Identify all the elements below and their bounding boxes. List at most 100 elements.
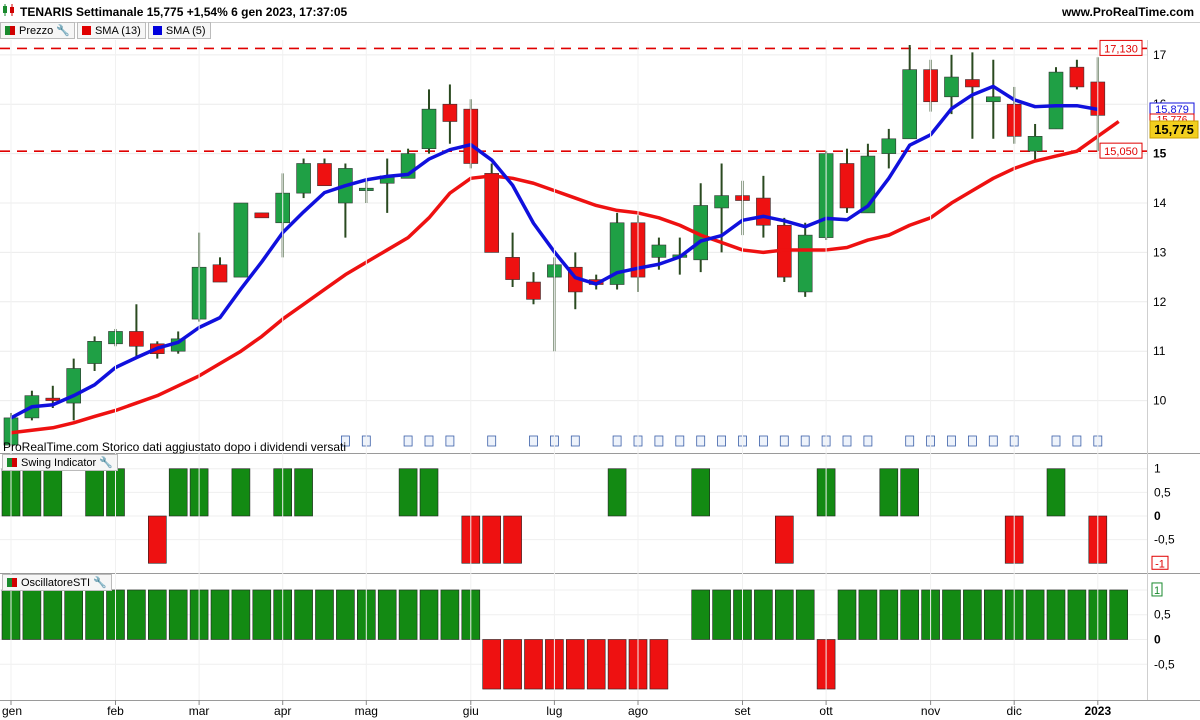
swing-bar (85, 468, 104, 517)
dividend-doc-icon (842, 435, 852, 447)
swing-bar (900, 468, 920, 517)
sti-bar (231, 589, 251, 640)
dividend-doc-icon (717, 435, 726, 447)
sti-bar (879, 589, 899, 640)
sti-bar (565, 639, 585, 690)
wrench-icon[interactable]: 🔧 (93, 577, 107, 589)
sti-bar (440, 589, 460, 640)
sti-bar (1046, 589, 1066, 640)
x-tick-label: mag (355, 704, 378, 718)
swing-bar (607, 468, 627, 517)
dividend-doc-icon (863, 435, 873, 447)
y-tick-label: 0 (1154, 509, 1161, 523)
dividend-doc-icon (675, 435, 685, 447)
sti-bar (774, 589, 794, 640)
candle-body (985, 96, 1001, 103)
dividend-doc-icon (696, 435, 706, 447)
x-tick-label: set (734, 704, 751, 718)
y-tick-label: 15 (1153, 147, 1167, 161)
level-tag (1099, 39, 1143, 56)
legend-price[interactable]: Prezzo 🔧 (0, 22, 75, 39)
sti-bar (315, 589, 334, 640)
sti-last-label: 1 (1154, 585, 1160, 597)
swing-bar (1046, 468, 1066, 517)
dividend-doc-icon (612, 435, 622, 447)
swing-bar (43, 468, 63, 517)
candle-body (421, 108, 437, 149)
x-tick-label: feb (107, 704, 124, 718)
sti-bar (419, 589, 439, 640)
dividend-note: ProRealTime.com Storico dati aggiustato … (3, 440, 347, 454)
swing-bar (482, 515, 502, 564)
candle-body (296, 163, 311, 194)
level-tag-label: 15,050 (1104, 146, 1138, 158)
y-tick-label: 0 (1154, 633, 1161, 647)
swing-swatch-down (12, 458, 17, 467)
sma13-line (10, 120, 1120, 435)
candle-body (317, 163, 332, 187)
y-tick-label: 0,5 (1154, 485, 1171, 499)
dividend-doc-icon (570, 435, 580, 447)
brand-link[interactable]: www.ProRealTime.com (1061, 5, 1194, 19)
dividend-doc-icon (759, 435, 768, 447)
swing-indicator-title: Swing Indicator (21, 456, 97, 469)
y-tick-label: 13 (1153, 245, 1167, 259)
candle-body (1069, 66, 1085, 88)
sti-bar (754, 589, 773, 640)
candle-body (254, 212, 270, 219)
swing-bar (503, 515, 522, 564)
sma5-swatch (152, 26, 162, 35)
sma13-swatch (81, 26, 91, 35)
candle-body (484, 173, 500, 253)
y-tick-label: 12 (1153, 295, 1167, 309)
dividend-doc-icon (988, 435, 998, 447)
swing-bar (22, 468, 42, 517)
sti-bar (837, 589, 857, 640)
sti-bar (127, 589, 146, 640)
sti-oscillator-label[interactable]: OscillatoreSTI 🔧 (2, 574, 112, 591)
swing-indicator-label[interactable]: Swing Indicator 🔧 (2, 454, 118, 471)
sti-bar (64, 589, 83, 640)
dividend-doc-icon (1051, 435, 1061, 447)
swing-swatch-up (7, 458, 12, 467)
x-tick-label: gen (2, 704, 22, 718)
price-swatch-down (10, 26, 15, 35)
sti-bar (43, 589, 63, 640)
legend-price-label: Prezzo (19, 24, 54, 37)
sti-bar (482, 639, 502, 690)
swing-bar (148, 515, 167, 564)
legend-sma5[interactable]: SMA (5) (147, 22, 211, 39)
sti-bar (942, 589, 961, 640)
swing-bar (774, 515, 794, 564)
wrench-icon[interactable]: 🔧 (56, 25, 70, 37)
dividend-doc-icon (529, 435, 538, 447)
level-tag-label: 17,130 (1104, 43, 1138, 55)
chart-title: TENARIS Settimanale 15,775 +1,54% 6 gen … (20, 5, 348, 19)
swing-last-tag (1151, 555, 1169, 570)
level-tag (1099, 142, 1143, 159)
dividend-doc-icon (424, 435, 434, 447)
candle-body (526, 281, 541, 300)
sti-bar (148, 589, 167, 640)
y-tick-label: -0,5 (1154, 533, 1175, 547)
price-swatch-up (5, 26, 10, 35)
sti-swatch-down (12, 578, 17, 587)
y-tick-label: -0,5 (1154, 657, 1175, 671)
dividend-doc-icon (947, 435, 956, 447)
x-tick-label: dic (1007, 704, 1022, 718)
sti-bar (22, 589, 42, 640)
candle-body (797, 234, 813, 293)
dividend-doc-icon (905, 435, 915, 447)
sti-bar (963, 589, 982, 640)
legend-sma13[interactable]: SMA (13) (76, 22, 146, 39)
y-tick-label: 14 (1153, 196, 1167, 210)
wrench-icon[interactable]: 🔧 (99, 457, 113, 469)
sti-bar (691, 589, 711, 640)
x-tick-label: ago (628, 704, 648, 718)
sti-bar (900, 589, 920, 640)
sti-bar (294, 589, 313, 640)
sma5-tag-label: 15,879 (1155, 104, 1189, 116)
candle-body (45, 397, 61, 401)
candle-body (839, 163, 855, 209)
